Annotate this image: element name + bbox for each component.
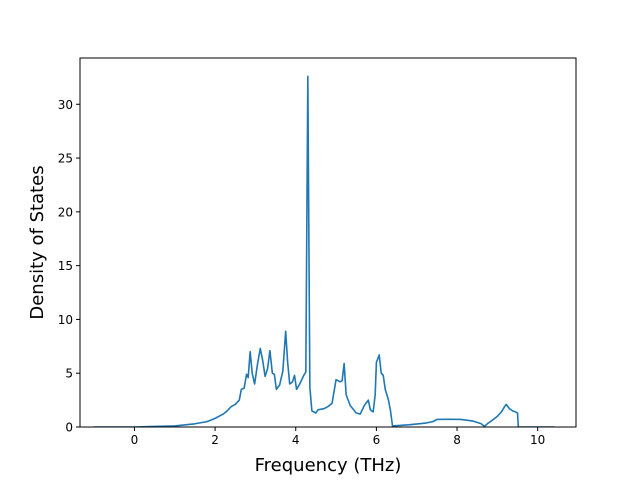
x-tick-label: 4 [292,433,300,447]
plot-area [93,75,555,427]
dos-series-line [93,75,555,427]
y-tick-label: 10 [58,313,73,327]
x-tick-label: 2 [211,433,219,447]
x-tick-label: 8 [453,433,461,447]
y-tick-label: 0 [65,421,73,435]
axes-frame [79,57,577,428]
x-axis-label: Frequency (THz) [255,455,402,476]
axis-ticks: 0 2 4 6 8 10 0 5 10 15 20 25 30 [58,98,546,447]
y-tick-label: 25 [58,152,73,166]
y-tick-label: 20 [58,205,73,219]
y-tick-label: 15 [58,259,73,273]
x-tick-label: 0 [131,433,139,447]
x-tick-label: 6 [373,433,381,447]
y-tick-label: 30 [58,98,73,112]
y-tick-label: 5 [65,367,73,381]
x-tick-label: 10 [530,433,545,447]
y-axis-label: Density of States [27,165,48,319]
